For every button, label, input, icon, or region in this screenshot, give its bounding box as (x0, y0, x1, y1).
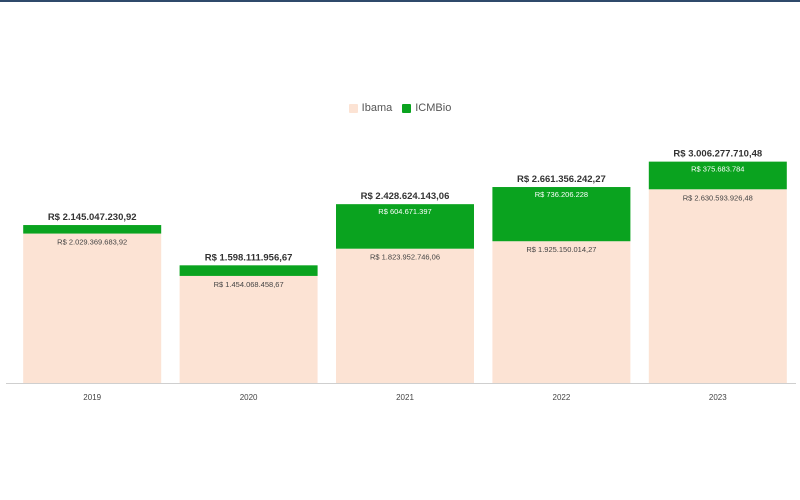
top-rule (0, 0, 800, 2)
legend-label-icmbio: ICMBio (415, 102, 452, 114)
ibama-value-label-2021: R$ 1.823.952.746,06 (370, 253, 440, 262)
total-label-2020: R$ 1.598.111.956,67 (205, 252, 293, 263)
total-label-2019: R$ 2.145.047.230,92 (48, 212, 137, 223)
bar-ibama-2023 (648, 189, 787, 383)
bar-icmbio-2022 (492, 187, 631, 242)
total-label-2023: R$ 3.006.277.710,48 (673, 149, 762, 160)
legend-label-ibama: Ibama (361, 102, 393, 114)
total-label-2021: R$ 2.428.624.143,06 (361, 191, 450, 202)
ibama-value-label-2020: R$ 1.454.068.458,67 (214, 280, 284, 289)
x-tick-label-2022: 2022 (553, 393, 571, 402)
legend: Ibama ICMBio (0, 102, 800, 114)
bar-ibama-2021 (336, 248, 474, 383)
total-label-2022: R$ 2.661.356.242,27 (517, 174, 606, 185)
ibama-value-label-2022: R$ 1.925.150.014,27 (526, 245, 596, 254)
icmbio-value-label-2023: R$ 375.683.784 (691, 165, 744, 174)
bar-ibama-2020 (179, 275, 318, 383)
bar-ibama-2022 (492, 241, 631, 383)
ibama-value-label-2019: R$ 2.029.369.683,92 (57, 238, 127, 247)
legend-swatch-ibama (348, 103, 358, 113)
bar-ibama-2019 (23, 233, 162, 383)
icmbio-value-label-2022: R$ 736.206.228 (535, 190, 588, 199)
legend-item-icmbio[interactable]: ICMBio (402, 102, 451, 114)
x-tick-label-2020: 2020 (240, 393, 258, 402)
x-tick-label-2021: 2021 (396, 393, 414, 402)
icmbio-value-label-2021: R$ 604.671.397 (378, 207, 431, 216)
bar-icmbio-2023 (648, 161, 787, 190)
x-tick-label-2023: 2023 (709, 393, 727, 402)
legend-item-ibama[interactable]: Ibama (348, 102, 393, 114)
bar-icmbio-2020 (179, 265, 318, 276)
bar-icmbio-2021 (336, 204, 474, 249)
legend-swatch-icmbio (402, 103, 412, 113)
ibama-value-label-2023: R$ 2.630.593.926,48 (683, 193, 753, 202)
bar-icmbio-2019 (23, 225, 162, 234)
x-tick-label-2019: 2019 (83, 393, 101, 402)
